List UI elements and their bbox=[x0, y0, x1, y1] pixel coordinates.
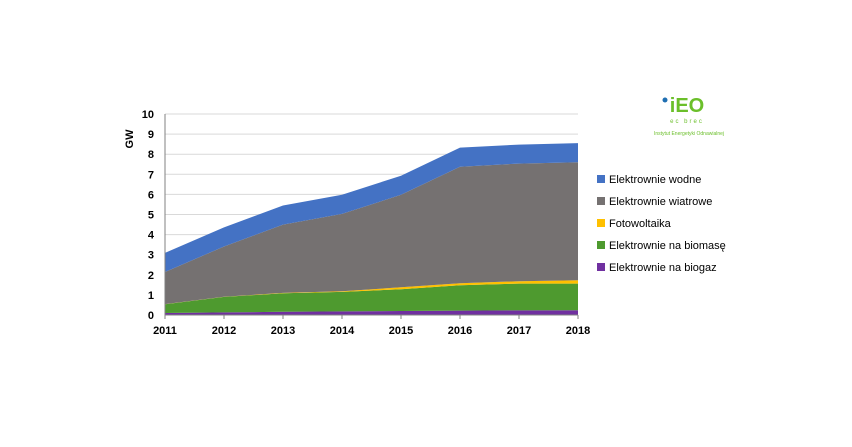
y-tick-label: 0 bbox=[148, 310, 154, 322]
logo-dot bbox=[662, 97, 668, 103]
legend-label: Elektrownie na biogaz bbox=[609, 262, 717, 274]
legend-swatch bbox=[597, 175, 605, 183]
plot-area bbox=[165, 143, 578, 315]
x-tick-label: 2018 bbox=[566, 325, 590, 337]
area-fotowoltaika bbox=[165, 280, 578, 305]
legend-swatch bbox=[597, 241, 605, 249]
y-tick-label: 2 bbox=[148, 270, 154, 282]
y-tick-label: 7 bbox=[148, 169, 154, 181]
logo-mark: iEO bbox=[670, 95, 704, 117]
logo: iEO ec brec Instytut Energetyki Odnawial… bbox=[654, 95, 724, 137]
x-tick-label: 2014 bbox=[330, 325, 355, 337]
legend-label: Elektrownie wiatrowe bbox=[609, 196, 712, 208]
legend-label: Elektrownie wodne bbox=[609, 174, 701, 186]
area-elektrownie-na-biomase bbox=[165, 283, 578, 313]
y-tick-label: 9 bbox=[148, 129, 154, 141]
x-tick-label: 2011 bbox=[153, 325, 177, 337]
legend: Elektrownie wodne Elektrownie wiatrowe Fot… bbox=[597, 174, 726, 274]
logo-tagline: Instytut Energetyki Odnawialnej bbox=[654, 131, 724, 137]
y-tick-label: 4 bbox=[148, 230, 155, 242]
y-tick-label: 6 bbox=[148, 189, 154, 201]
legend-label: Fotowoltaika bbox=[609, 218, 672, 230]
axes bbox=[164, 114, 578, 316]
y-tick-label: 3 bbox=[148, 250, 154, 262]
x-tick-label: 2015 bbox=[389, 325, 413, 337]
logo-subtext: ec brec bbox=[670, 119, 704, 125]
legend-swatch bbox=[597, 263, 605, 271]
y-axis-title: GW bbox=[124, 129, 136, 149]
y-tick-label: 1 bbox=[148, 290, 154, 302]
legend-label: Elektrownie na biomasę bbox=[609, 240, 726, 252]
x-axis-ticks: 2011 2012 2013 2014 2015 2016 2017 2018 bbox=[153, 315, 590, 337]
y-tick-label: 5 bbox=[148, 210, 154, 222]
x-tick-label: 2016 bbox=[448, 325, 472, 337]
y-axis-ticks: 0 1 2 3 4 5 6 7 8 9 10 bbox=[142, 109, 155, 322]
area-elektrownie-wiatrowe bbox=[165, 162, 578, 305]
area-elektrownie-na-biogaz bbox=[165, 310, 578, 315]
x-tick-label: 2012 bbox=[212, 325, 236, 337]
x-tick-label: 2017 bbox=[507, 325, 531, 337]
y-tick-label: 8 bbox=[148, 149, 154, 161]
legend-swatch bbox=[597, 219, 605, 227]
legend-swatch bbox=[597, 197, 605, 205]
area-elektrownie-wodne bbox=[165, 143, 578, 272]
y-tick-label: 10 bbox=[142, 109, 154, 121]
x-tick-label: 2013 bbox=[271, 325, 295, 337]
